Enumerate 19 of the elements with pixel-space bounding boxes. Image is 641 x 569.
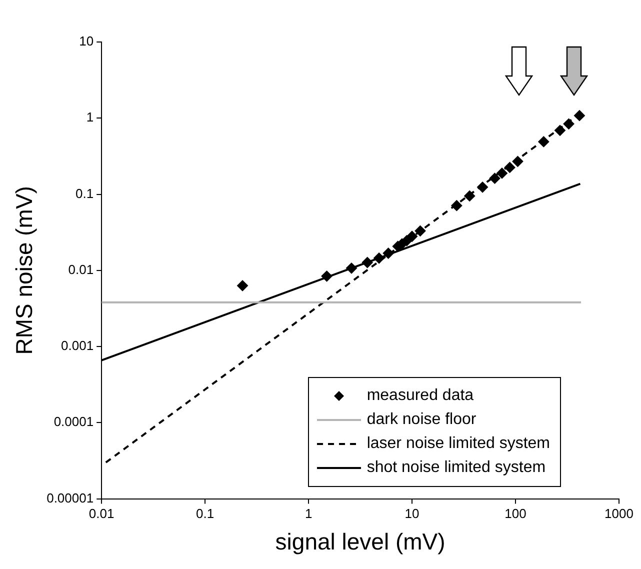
y-tick-label: 0.1 <box>76 186 94 201</box>
legend-label: dark noise floor <box>366 410 476 430</box>
y-tick-label: 0.01 <box>68 262 94 277</box>
x-tick-label: 0.1 <box>196 506 214 522</box>
x-tick-label: 0.01 <box>88 506 114 522</box>
y-tick-label: 10 <box>79 34 94 49</box>
x-tick-label: 1 <box>304 506 312 522</box>
legend-label: laser noise limited system <box>366 434 550 454</box>
x-tick-label: 100 <box>504 506 526 522</box>
legend-label: measured data <box>366 386 474 406</box>
x-tick-label: 10 <box>404 506 420 522</box>
x-tick-label: 1000 <box>604 506 634 522</box>
legend-label: shot noise limited system <box>366 458 546 478</box>
y-tick-label: 1 <box>86 110 94 125</box>
y-tick-label: 0.00001 <box>46 490 94 506</box>
x-axis-title: signal level (mV) <box>275 528 446 555</box>
y-tick-label: 0.0001 <box>54 414 94 430</box>
y-axis-title: RMS noise (mV) <box>11 186 38 355</box>
y-tick-label: 0.001 <box>61 338 94 354</box>
